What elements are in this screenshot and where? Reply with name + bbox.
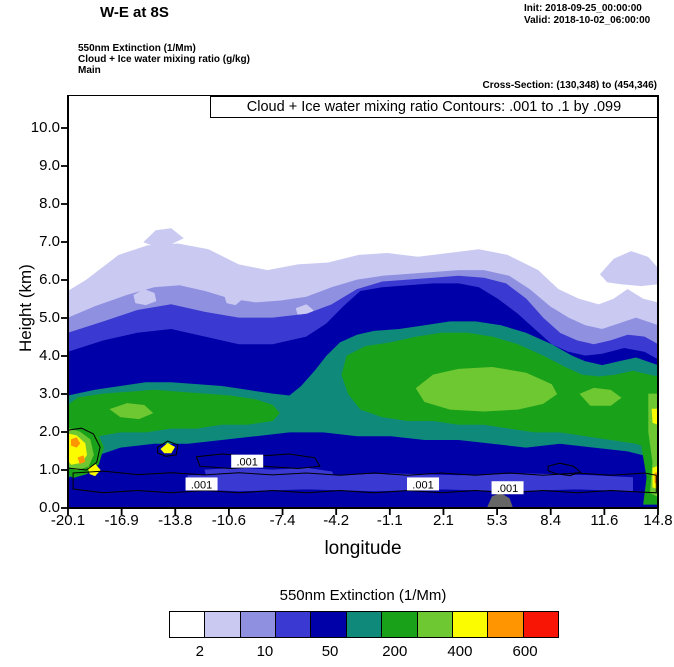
x-tick-label: 14.8 bbox=[643, 512, 673, 529]
contour-label-bg bbox=[231, 454, 264, 468]
cross-section-info: Cross-Section: (130,348) to (454,346) bbox=[482, 80, 657, 91]
fill-lightgreen-right-small bbox=[579, 387, 622, 406]
colorbar-tick-label: 600 bbox=[512, 643, 538, 660]
fill-yellow-right-1 bbox=[651, 408, 658, 425]
colorbar-cell bbox=[487, 611, 524, 638]
fill-lavender-dot-2 bbox=[224, 292, 243, 306]
line-cloud-contour-left-ring bbox=[68, 427, 101, 471]
y-tick-label: 2.0 bbox=[39, 423, 60, 440]
fill-orange-left-1 bbox=[71, 437, 81, 448]
colorbar-cell bbox=[239, 611, 277, 638]
y-tick-label: 8.0 bbox=[39, 195, 60, 212]
fill-lavender-topright-blob bbox=[599, 251, 658, 287]
y-tick-label: 1.0 bbox=[39, 461, 60, 478]
colorbar-cell bbox=[522, 611, 559, 638]
x-tick-label: -20.1 bbox=[50, 512, 86, 529]
fill-lavender-dot-1 bbox=[133, 289, 157, 306]
colorbar-tick-label: 2 bbox=[195, 643, 204, 660]
contour-label: .001 bbox=[412, 479, 433, 491]
colorbar-cell bbox=[381, 611, 418, 638]
colorbar-tick-label: 10 bbox=[256, 643, 274, 660]
line-cloud-contour-small-ring bbox=[547, 462, 582, 477]
contour-label: .001 bbox=[191, 479, 212, 491]
colorbar bbox=[169, 611, 559, 638]
colorbar-cell bbox=[310, 611, 347, 638]
x-tick-label: -4.2 bbox=[323, 512, 350, 529]
line-cloud-contour-long-band bbox=[72, 470, 657, 494]
colorbar-cell bbox=[275, 611, 312, 638]
x-tick-label: -1.1 bbox=[376, 512, 403, 529]
fill-terrain-bump bbox=[486, 493, 514, 508]
colorbar-cell bbox=[204, 611, 241, 638]
colorbar-cell bbox=[345, 611, 383, 638]
contour-label-bg bbox=[407, 477, 440, 491]
x-tick-label: -13.8 bbox=[158, 512, 193, 529]
plot-frame bbox=[67, 95, 659, 509]
fill-lavender-island bbox=[143, 228, 184, 247]
x-tick-label: 11.6 bbox=[590, 512, 619, 529]
colorbar-cell bbox=[169, 611, 206, 638]
contour-label: .001 bbox=[497, 483, 518, 495]
valid-time: Valid: 2018-10-02_06:00:00 bbox=[524, 15, 651, 26]
y-tick-label: 7.0 bbox=[39, 233, 60, 250]
x-tick-label: -7.4 bbox=[269, 512, 296, 529]
subtitle-extinction: 550nm Extinction (1/Mm) bbox=[78, 43, 196, 54]
x-tick-label: -10.6 bbox=[211, 512, 246, 529]
colorbar-tick-label: 400 bbox=[447, 643, 473, 660]
fill-yellow-mid-dot bbox=[160, 442, 176, 454]
x-tick-label: 2.1 bbox=[433, 512, 454, 529]
colorbar-cell bbox=[416, 611, 453, 638]
subtitle-mixing-ratio: Cloud + Ice water mixing ratio (g/kg) bbox=[78, 54, 250, 65]
colorbar-cell bbox=[451, 611, 489, 638]
init-time: Init: 2018-09-25_00:00:00 bbox=[524, 3, 642, 14]
fill-lightgreen-right-inner bbox=[415, 366, 558, 412]
fill-lightgreen-left-small bbox=[109, 403, 154, 420]
colorbar-tick-label: 200 bbox=[382, 643, 408, 660]
y-tick-label: 10.0 bbox=[30, 119, 60, 136]
y-tick-label: 9.0 bbox=[39, 157, 60, 174]
contour-label-bg bbox=[491, 481, 524, 495]
y-tick-label: 6.0 bbox=[39, 271, 60, 288]
x-tick-label: -16.9 bbox=[104, 512, 139, 529]
subtitle-main: Main bbox=[78, 65, 101, 76]
line-cloud-contour-dot-ring bbox=[157, 440, 179, 457]
y-tick-label: 3.0 bbox=[39, 385, 60, 402]
init-valid-block: Init: 2018-09-25_00:00:00 Valid: 2018-10… bbox=[524, 3, 650, 27]
fill-orange-left-2 bbox=[77, 455, 86, 465]
y-tick-label: 5.0 bbox=[39, 309, 60, 326]
contour-label: .001 bbox=[236, 457, 257, 469]
subtitle-block: 550nm Extinction (1/Mm) Cloud + Ice wate… bbox=[78, 43, 250, 76]
x-axis-label: longitude bbox=[324, 538, 402, 559]
y-tick-label: 4.0 bbox=[39, 347, 60, 364]
cross-section-plot: .001 .001 .001 .001 bbox=[61, 95, 659, 515]
x-tick-label: 5.3 bbox=[486, 512, 508, 529]
colorbar-title: 550nm Extinction (1/Mm) bbox=[279, 587, 447, 604]
colorbar-tick-label: 50 bbox=[321, 643, 339, 660]
y-tick-label: 0.0 bbox=[39, 499, 60, 516]
x-tick-label: 8.4 bbox=[540, 512, 562, 529]
plot-title: W-E at 8S bbox=[100, 4, 169, 21]
contour-label-bg bbox=[185, 477, 218, 491]
contour-annotation-box: Cloud + Ice water mixing ratio Contours:… bbox=[210, 96, 658, 118]
